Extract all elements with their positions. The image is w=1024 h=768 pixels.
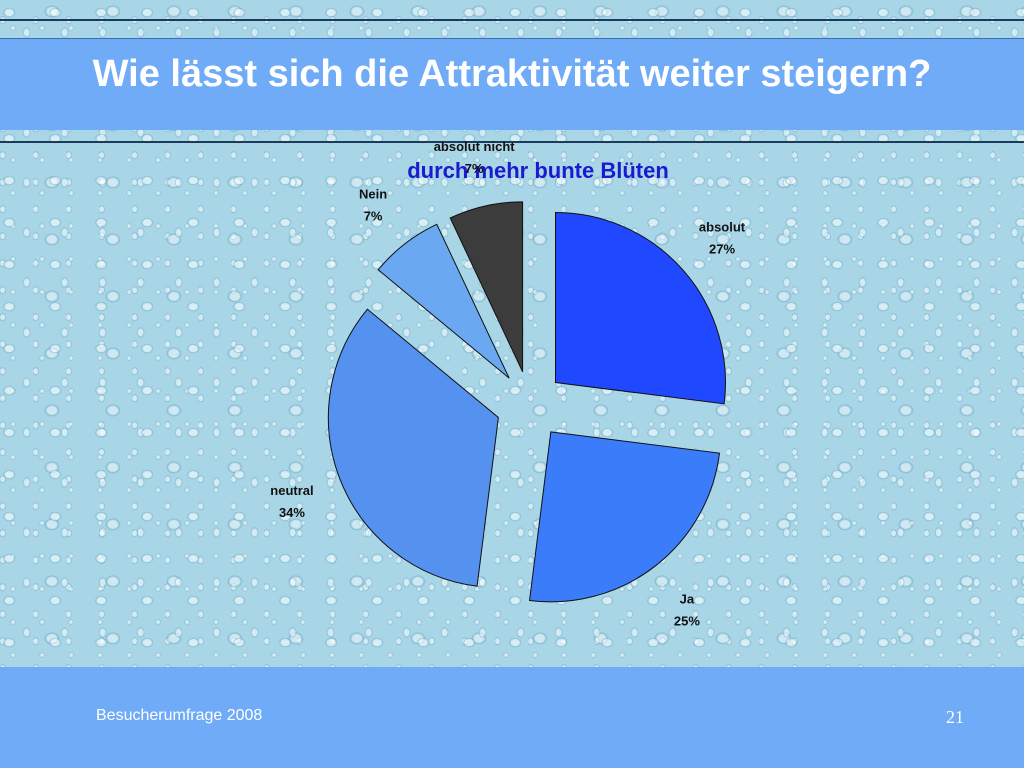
title-rule: [0, 141, 1024, 143]
pie-slice-absolut: [555, 212, 727, 405]
slice-label-value: 7%: [364, 209, 383, 224]
title-band: Wie lässt sich die Attraktivität weiter …: [0, 38, 1024, 130]
slice-label-name: neutral: [270, 483, 313, 498]
page-number: 21: [946, 707, 964, 727]
slice-label-name: absolut: [699, 220, 746, 235]
slice-label-name: Nein: [359, 187, 387, 202]
pie-slice-nein: [377, 223, 510, 379]
footer-band: Besucherumfrage 2008 21: [0, 667, 1024, 768]
chart-title: durch mehr bunte Blüten: [407, 158, 669, 183]
slice-label-name: absolut nicht: [434, 139, 516, 154]
top-rule: [0, 19, 1024, 21]
pie-slice-neutral: [327, 308, 499, 587]
footer-text: Besucherumfrage 2008: [96, 707, 263, 724]
pie-slice-ja: [528, 431, 721, 603]
slice-label-value: 34%: [279, 505, 305, 520]
slice-label-value: 7%: [465, 161, 484, 176]
slice-label-name: Ja: [680, 591, 695, 606]
pie-slice-absolut-nicht: [449, 201, 524, 373]
slide-title: Wie lässt sich die Attraktivität weiter …: [92, 53, 932, 95]
slice-label-value: 25%: [674, 613, 700, 628]
slice-label-value: 27%: [709, 242, 735, 257]
